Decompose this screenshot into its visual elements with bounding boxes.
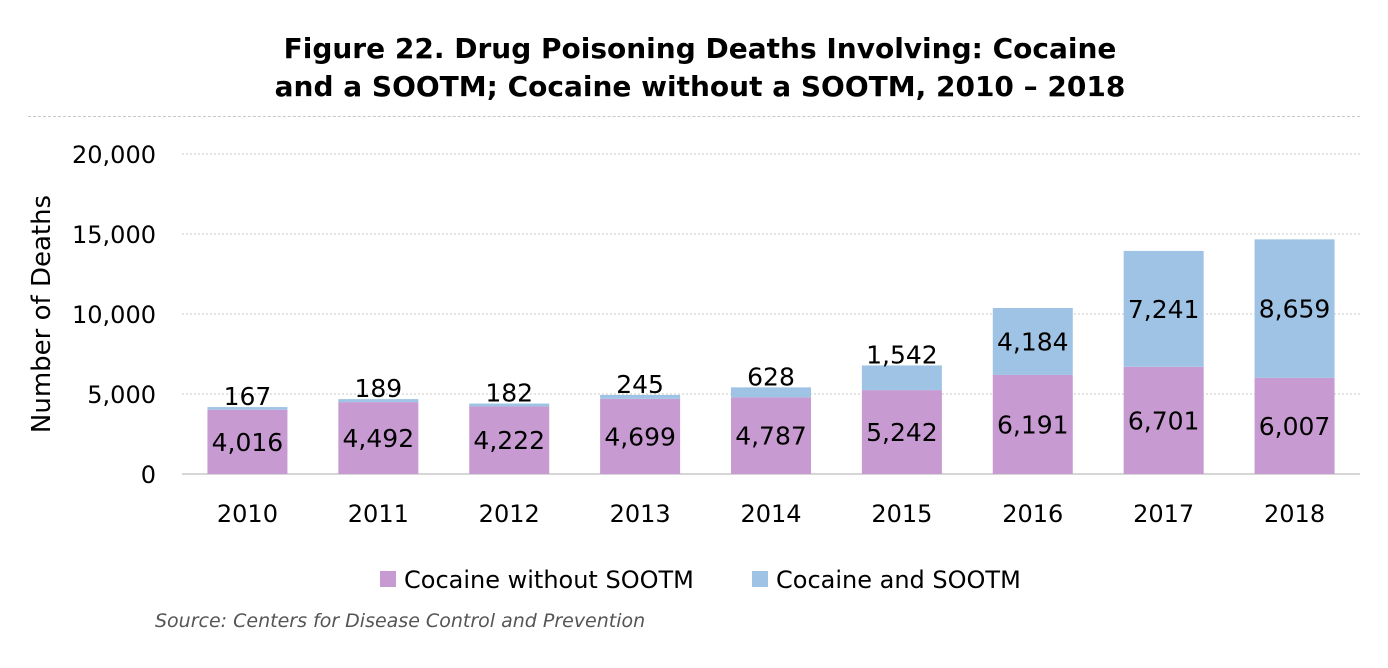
title-divider	[28, 116, 1360, 117]
legend-cocaine-without-sootm-label: Cocaine without SOOTM	[404, 566, 694, 594]
data-label-2015-cocaine-without-sootm: 5,242	[866, 418, 938, 447]
legend-cocaine-and-sootm-label: Cocaine and SOOTM	[776, 566, 1021, 594]
bar-2014-cocaine-without-sootm	[731, 397, 811, 474]
bar-2017-cocaine-without-sootm	[1123, 366, 1204, 474]
bar-2012-cocaine-and-sootm	[469, 403, 550, 407]
x-tick-label-2016: 2016	[1002, 500, 1063, 528]
data-label-2017-cocaine-and-sootm: 7,241	[1128, 295, 1200, 324]
data-label-2011-cocaine-without-sootm: 4,492	[343, 424, 415, 453]
y-tick-label-15000: 15,000	[72, 221, 156, 249]
x-tick-label-2013: 2013	[610, 500, 671, 528]
data-label-2013-cocaine-and-sootm: 245	[616, 370, 664, 399]
legend-cocaine-without-sootm-swatch	[380, 571, 396, 587]
data-label-2014-cocaine-without-sootm: 4,787	[735, 422, 807, 451]
y-tick-label-20000: 20,000	[72, 141, 156, 169]
data-label-2017-cocaine-without-sootm: 6,701	[1128, 406, 1200, 435]
chart-title: Figure 22. Drug Poisoning Deaths Involvi…	[0, 30, 1388, 106]
y-tick-label-5000: 5,000	[87, 381, 156, 409]
y-axis-title: Number of Deaths	[27, 195, 57, 433]
data-label-2012-cocaine-and-sootm: 182	[485, 379, 533, 408]
bar-2014-cocaine-and-sootm	[731, 387, 811, 398]
bar-2015-cocaine-and-sootm	[861, 365, 942, 391]
x-tick-label-2011: 2011	[348, 500, 409, 528]
y-tick-label-10000: 10,000	[72, 301, 156, 329]
x-tick-label-2014: 2014	[740, 500, 801, 528]
data-label-2018-cocaine-without-sootm: 6,007	[1259, 412, 1331, 441]
source-note: Source: Centers for Disease Control and …	[155, 610, 646, 632]
data-label-2013-cocaine-without-sootm: 4,699	[604, 422, 676, 451]
x-tick-label-2012: 2012	[479, 500, 540, 528]
chart-title-line-1: Figure 22. Drug Poisoning Deaths Involvi…	[283, 32, 1117, 65]
bar-2015-cocaine-without-sootm	[861, 390, 942, 474]
legend-cocaine-and-sootm-swatch	[752, 571, 768, 587]
x-tick-label-2017: 2017	[1133, 500, 1194, 528]
y-tick-label-0: 0	[141, 461, 156, 489]
data-label-2014-cocaine-and-sootm: 628	[747, 362, 795, 391]
bar-2018-cocaine-and-sootm	[1254, 239, 1335, 378]
data-label-2016-cocaine-without-sootm: 6,191	[997, 410, 1069, 439]
bar-2011-cocaine-without-sootm	[338, 402, 419, 474]
bar-2016-cocaine-and-sootm	[992, 308, 1073, 375]
chart-title-line-2: and a SOOTM; Cocaine without a SOOTM, 20…	[274, 70, 1126, 103]
bar-2010-cocaine-and-sootm	[207, 407, 288, 410]
data-label-2010-cocaine-and-sootm: 167	[224, 382, 272, 411]
data-label-2012-cocaine-without-sootm: 4,222	[473, 426, 545, 455]
data-label-2011-cocaine-and-sootm: 189	[354, 374, 402, 403]
bar-2010-cocaine-without-sootm	[207, 409, 288, 474]
bar-2013-cocaine-without-sootm	[600, 398, 681, 474]
x-tick-label-2015: 2015	[871, 500, 932, 528]
x-tick-label-2010: 2010	[217, 500, 278, 528]
bar-2013-cocaine-and-sootm	[600, 394, 681, 399]
data-label-2018-cocaine-and-sootm: 8,659	[1259, 295, 1331, 324]
data-label-2010-cocaine-without-sootm: 4,016	[212, 428, 284, 457]
data-label-2016-cocaine-and-sootm: 4,184	[997, 327, 1069, 356]
x-tick-label-2018: 2018	[1264, 500, 1325, 528]
bar-2011-cocaine-and-sootm	[338, 399, 419, 403]
bar-2016-cocaine-without-sootm	[992, 374, 1073, 474]
bar-2017-cocaine-and-sootm	[1123, 250, 1204, 367]
bar-2018-cocaine-without-sootm	[1254, 377, 1335, 474]
data-label-2015-cocaine-and-sootm: 1,542	[866, 340, 938, 369]
bar-2012-cocaine-without-sootm	[469, 406, 550, 474]
